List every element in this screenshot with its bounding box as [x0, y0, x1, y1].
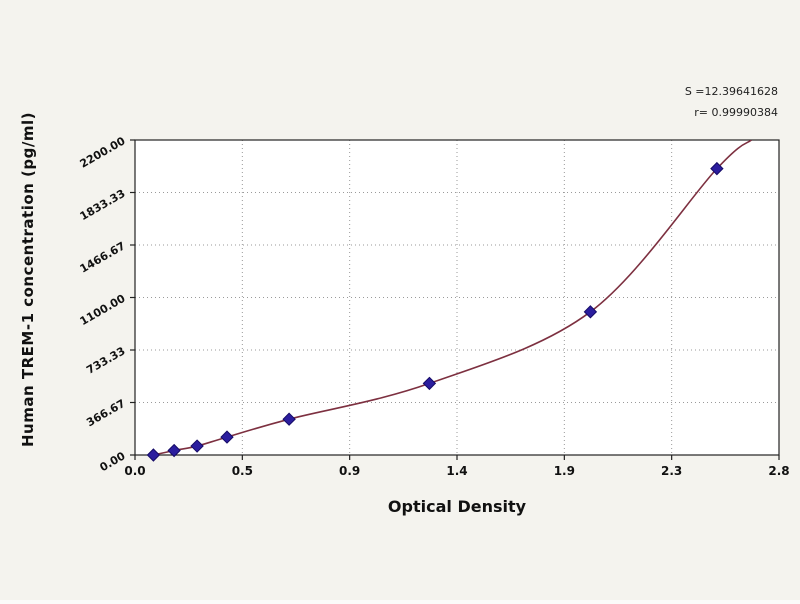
data-point-marker — [282, 412, 296, 426]
x-tick-label: 2.3 — [661, 464, 682, 478]
x-tick-label: 1.4 — [446, 464, 467, 478]
x-axis-title: Optical Density — [387, 497, 527, 516]
y-axis-title: Human TREM-1 concentration (pg/ml) — [19, 112, 37, 447]
fit-statistics: S =12.39641628 r= 0.99990384 — [685, 82, 778, 124]
x-tick-label: 0.9 — [339, 464, 360, 478]
y-tick-label: 733.33 — [84, 344, 127, 376]
y-tick-label: 366.67 — [84, 397, 127, 429]
data-point-marker — [146, 448, 161, 462]
fitted-curve — [153, 140, 752, 455]
data-point-marker — [583, 305, 598, 319]
data-point-marker — [220, 430, 234, 444]
x-tick-label: 1.9 — [554, 464, 575, 478]
data-point-marker — [190, 439, 204, 453]
y-tick-label: 1100.00 — [78, 292, 128, 328]
x-tick-label: 2.8 — [768, 464, 789, 478]
data-point-marker — [167, 443, 181, 458]
y-tick-label: 1833.33 — [78, 187, 128, 223]
y-tick-label: 2200.00 — [78, 134, 128, 170]
data-point-marker — [422, 376, 437, 391]
y-tick-label: 1466.67 — [78, 239, 128, 275]
x-tick-label: 0.5 — [232, 464, 253, 478]
y-tick-label: 0.00 — [97, 449, 127, 474]
annotation-s-value: S =12.39641628 — [684, 85, 778, 98]
x-tick-label: 0.0 — [124, 464, 145, 478]
annotation-r-value: r= 0.99990384 — [694, 105, 778, 119]
data-point-marker — [710, 161, 724, 176]
